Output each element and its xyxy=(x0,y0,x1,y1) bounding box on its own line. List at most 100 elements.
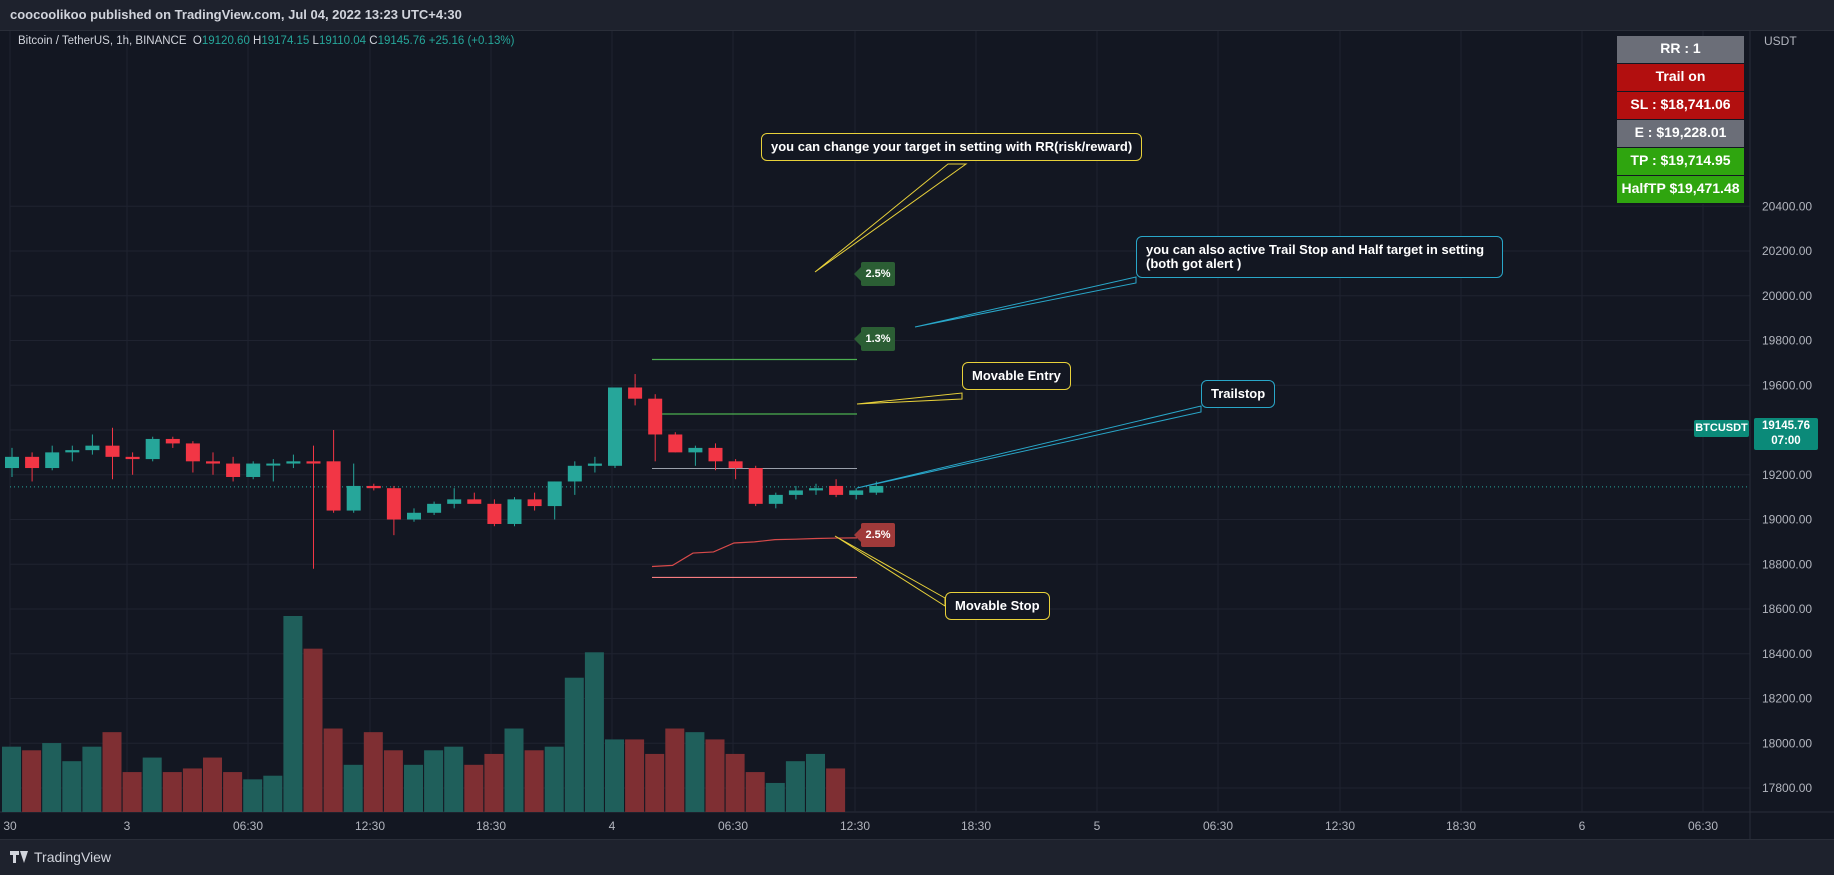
volume-bar xyxy=(22,750,42,812)
candle-body xyxy=(65,450,80,453)
tradingview-brand[interactable]: TradingView xyxy=(10,849,111,865)
price-tick-label: 17800.00 xyxy=(1762,781,1812,795)
volume-bar xyxy=(464,764,484,812)
callout-movable-entry[interactable]: Movable Entry xyxy=(962,362,1071,390)
risk-reward-panel: RR : 1 Trail on SL : $18,741.06 E : $19,… xyxy=(1617,36,1744,204)
candle-body xyxy=(25,456,40,469)
volume-bar xyxy=(263,775,283,812)
volume-bar xyxy=(182,768,202,812)
position-levels xyxy=(651,358,858,579)
last-price-value: 19145.76 xyxy=(1762,420,1810,432)
candle-body xyxy=(628,387,643,399)
volume-bar xyxy=(544,746,564,812)
price-tick-label: 19000.00 xyxy=(1762,513,1812,527)
time-tick-label: 12:30 xyxy=(355,819,385,833)
volume-bar xyxy=(82,746,102,812)
price-tick-label: 18400.00 xyxy=(1762,647,1812,661)
candle-body xyxy=(829,485,844,495)
callout-trail-half[interactable]: you can also active Trail Stop and Half … xyxy=(1136,236,1503,278)
candle-body xyxy=(768,494,783,504)
callout-movable-stop[interactable]: Movable Stop xyxy=(945,592,1050,620)
open-value: 19120.60 xyxy=(201,35,250,47)
price-tick-label: 20400.00 xyxy=(1762,199,1812,213)
price-tick-label: 19600.00 xyxy=(1762,378,1812,392)
volume-bar xyxy=(564,677,584,812)
volume-bar xyxy=(283,616,303,812)
footer-bar: TradingView xyxy=(0,840,1834,875)
volume-bar xyxy=(383,750,403,812)
candle-body xyxy=(668,434,683,453)
time-tick-label: 3 xyxy=(124,819,131,833)
volume-bar xyxy=(62,761,82,812)
volume-bar xyxy=(424,750,444,812)
high-label: H xyxy=(253,35,262,47)
candle-body xyxy=(346,485,361,511)
price-tick-label: 18800.00 xyxy=(1762,557,1812,571)
candle-body xyxy=(226,463,241,477)
chart-canvas[interactable]: 20400.00 20200.00 20000.00 19800.00 19600.00… xyxy=(0,0,1834,840)
candle-body xyxy=(587,463,602,466)
callout-trailstop[interactable]: Trailstop xyxy=(1201,380,1276,408)
candle-body xyxy=(648,398,663,435)
sl-percent-tag: 2.5% xyxy=(854,523,895,547)
candle-body xyxy=(165,438,180,444)
time-tick-label: 06:30 xyxy=(718,819,748,833)
tradingview-logo-icon xyxy=(10,851,28,863)
time-tick-label: 4 xyxy=(609,819,616,833)
candle-body xyxy=(286,461,301,464)
take-profit-cell: TP : $19,714.95 xyxy=(1617,148,1744,176)
time-tick-label: 18:30 xyxy=(476,819,506,833)
volume-bar xyxy=(685,732,705,812)
candle-body xyxy=(5,456,19,469)
callout-target[interactable]: you can change your target in setting wi… xyxy=(761,133,1143,161)
time-tick-label: 06:30 xyxy=(233,819,263,833)
symbol-price-label: BTCUSDT xyxy=(1694,420,1749,437)
candlesticks xyxy=(5,374,884,569)
volume-bar xyxy=(203,757,222,812)
published-line: coocoolikoo published on TradingView.com… xyxy=(0,0,1834,30)
candle-body xyxy=(105,445,120,457)
trail-stop-line xyxy=(651,537,858,568)
candle-body xyxy=(306,461,321,464)
price-tick-label: 18200.00 xyxy=(1762,692,1812,706)
volume-bar xyxy=(444,746,464,812)
price-tick-label: 19200.00 xyxy=(1762,468,1812,482)
candle-body xyxy=(85,445,100,451)
volume-bar xyxy=(162,772,182,812)
volume-bar xyxy=(2,746,21,812)
candle-body xyxy=(386,488,401,520)
candle-body xyxy=(467,499,482,504)
volume-bar xyxy=(504,728,524,812)
price-tick-label: 18000.00 xyxy=(1762,736,1812,750)
volume-bar xyxy=(404,764,423,812)
volume-bar xyxy=(323,728,343,812)
volume-bar xyxy=(363,732,383,812)
volume-bar xyxy=(625,739,645,812)
candle-body xyxy=(688,447,703,453)
candle-body xyxy=(708,447,723,462)
price-tick-label: 18600.00 xyxy=(1762,602,1812,616)
symbol-title: Bitcoin / TetherUS, 1h, BINANCE xyxy=(18,35,187,47)
candle-body xyxy=(45,452,60,469)
rr-cell: RR : 1 xyxy=(1617,36,1744,64)
volume-bar xyxy=(806,753,825,812)
volume-bar xyxy=(484,753,504,812)
connector-trail-half xyxy=(914,276,1137,328)
volume-bar xyxy=(223,772,243,812)
half-take-profit-cell: HalfTP $19,471.48 xyxy=(1617,176,1744,204)
candle-body xyxy=(507,499,522,524)
volume-bar xyxy=(605,739,624,812)
time-tick-label: 18:30 xyxy=(1446,819,1476,833)
candle-body xyxy=(266,463,281,466)
symbol-ohlc-line: Bitcoin / TetherUS, 1h, BINANCE O19120.6… xyxy=(18,35,514,47)
candle-body xyxy=(487,503,502,524)
candle-body xyxy=(125,456,140,460)
volume-bar xyxy=(42,743,62,812)
change-value: +25.16 (+0.13%) xyxy=(428,35,515,47)
time-axis: 30 3 06:30 12:30 18:30 4 06:30 12:30 18:30 5 06:30… xyxy=(3,819,1718,833)
brand-label: TradingView xyxy=(34,849,112,865)
volume-bar xyxy=(122,772,142,812)
candle-body xyxy=(748,468,763,504)
half-tp-percent-tag: 1.3% xyxy=(854,327,895,351)
close-value: 19145.76 xyxy=(377,35,426,47)
